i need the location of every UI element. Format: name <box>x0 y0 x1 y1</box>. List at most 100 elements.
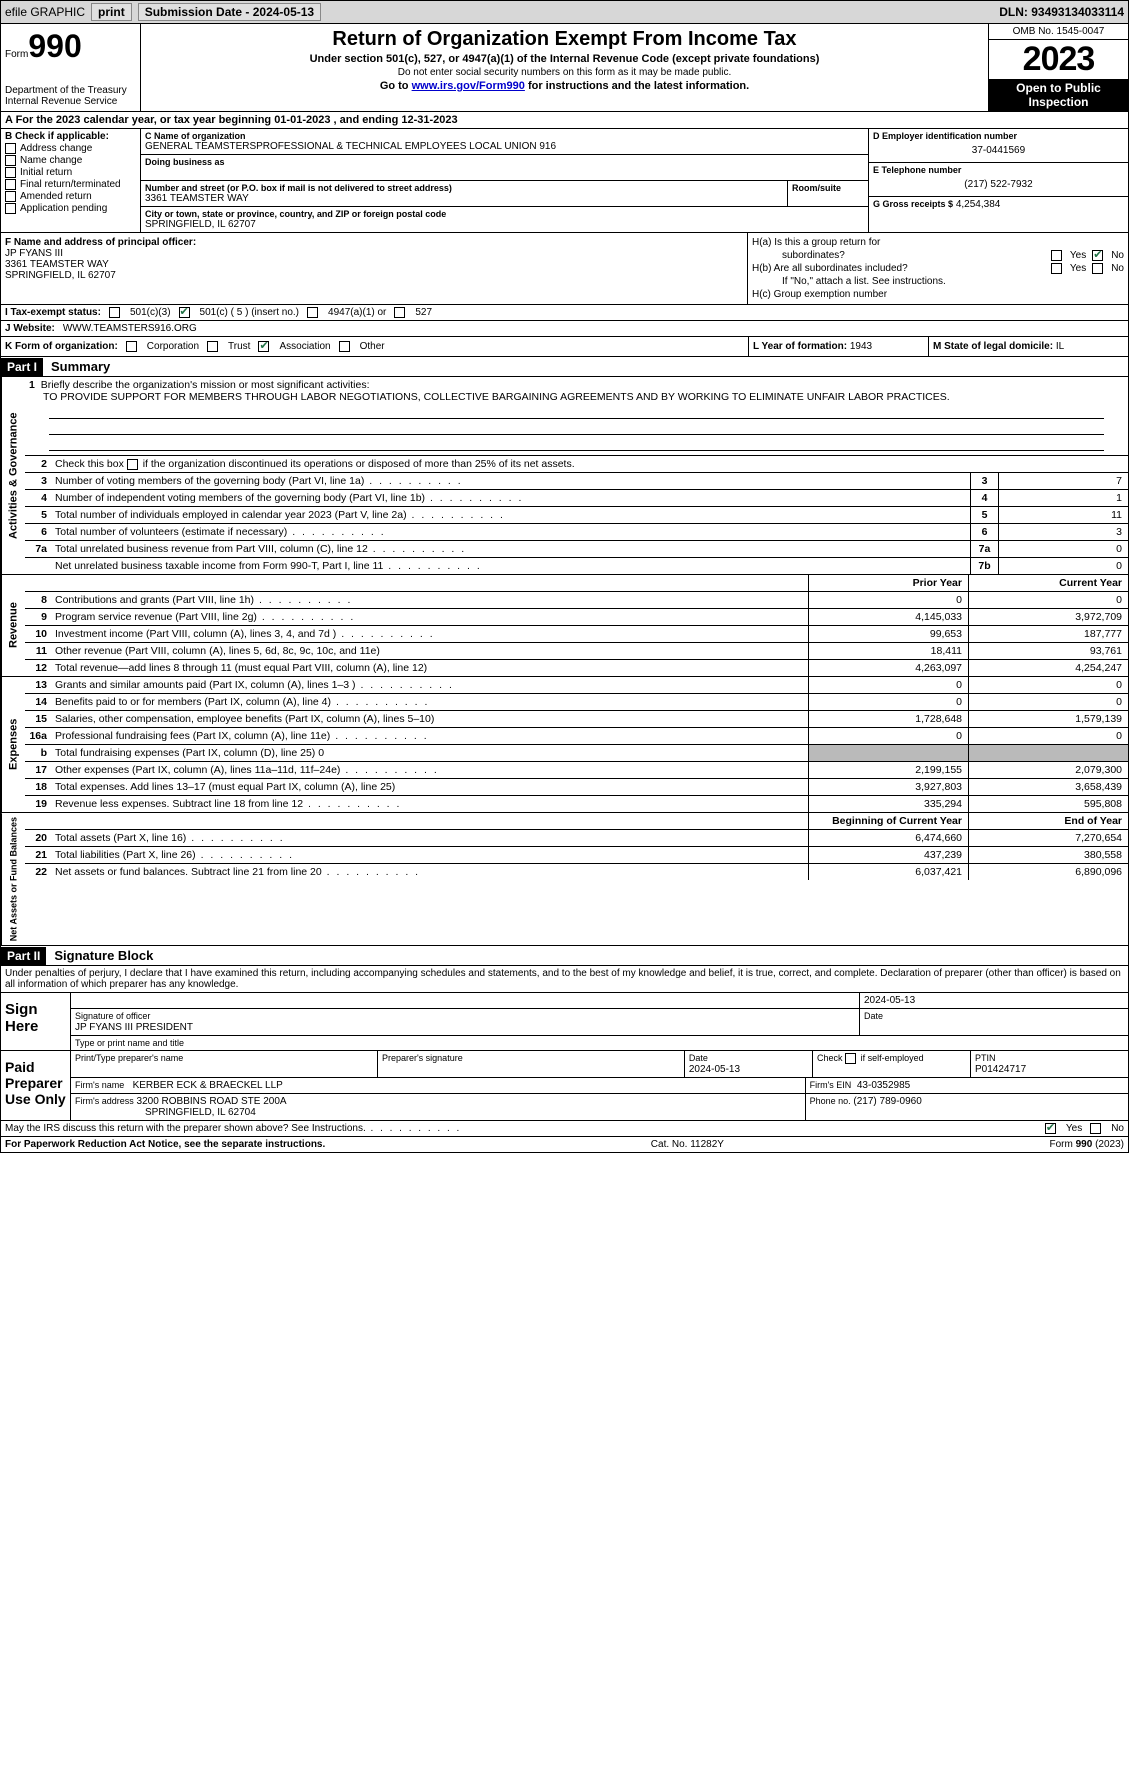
org-address: 3361 TEAMSTER WAY <box>145 193 783 204</box>
section-revenue: Revenue Prior YearCurrent Year 8Contribu… <box>0 575 1129 677</box>
c19: 595,808 <box>968 796 1128 812</box>
v4: 1 <box>998 490 1128 506</box>
hb-no-checkbox[interactable] <box>1092 263 1103 274</box>
ptin-lbl: PTIN <box>975 1053 996 1063</box>
v7a: 0 <box>998 541 1128 557</box>
501c-checkbox[interactable] <box>179 307 190 318</box>
firm-addr-lbl: Firm's address <box>75 1096 134 1106</box>
k-o1: Corporation <box>147 341 199 352</box>
c15: 1,579,139 <box>968 711 1128 727</box>
ha-yes-checkbox[interactable] <box>1051 250 1062 261</box>
addr-lbl: Number and street (or P.O. box if mail i… <box>145 183 783 193</box>
l15: Salaries, other compensation, employee b… <box>51 711 808 727</box>
4947-checkbox[interactable] <box>307 307 318 318</box>
block-b-g: B Check if applicable: Address change Na… <box>0 129 1129 233</box>
org-city: SPRINGFIELD, IL 62707 <box>145 219 864 230</box>
city-lbl: City or town, state or province, country… <box>145 209 864 219</box>
public-inspection: Open to Public Inspection <box>989 79 1128 111</box>
g-lbl: G Gross receipts $ <box>873 199 953 209</box>
discontinued-checkbox[interactable] <box>127 459 138 470</box>
officer-addr: 3361 TEAMSTER WAY <box>5 259 743 270</box>
corporation-checkbox[interactable] <box>126 341 137 352</box>
paid-preparer-block: Paid Preparer Use Only Print/Type prepar… <box>0 1051 1129 1121</box>
v7b: 0 <box>998 558 1128 574</box>
part-ii-label: Part II <box>1 947 46 965</box>
h-end: End of Year <box>968 813 1128 829</box>
blank-line-1 <box>49 405 1104 419</box>
l4: Number of independent voting members of … <box>51 490 970 506</box>
c17: 2,079,300 <box>968 762 1128 778</box>
tab-revenue: Revenue <box>1 575 25 676</box>
amended-return-checkbox[interactable] <box>5 191 16 202</box>
k-o3: Association <box>279 341 330 352</box>
hb-yes-checkbox[interactable] <box>1051 263 1062 274</box>
hc-lbl: H(c) Group exemption number <box>752 289 887 300</box>
association-checkbox[interactable] <box>258 341 269 352</box>
firm-phone: (217) 789-0960 <box>853 1096 921 1107</box>
cat-no: Cat. No. 11282Y <box>651 1139 724 1150</box>
form-title: Return of Organization Exempt From Incom… <box>145 28 984 51</box>
501c3-checkbox[interactable] <box>109 307 120 318</box>
no-1: No <box>1111 250 1124 261</box>
discuss-yes-checkbox[interactable] <box>1045 1123 1056 1134</box>
i-o3: 4947(a)(1) or <box>328 307 386 318</box>
b-opt-3: Final return/terminated <box>20 179 121 190</box>
firm-phone-lbl: Phone no. <box>810 1096 851 1106</box>
sign-here-block: Sign Here 2024-05-13 Signature of office… <box>0 993 1129 1051</box>
goto-post: for instructions and the latest informat… <box>525 80 749 92</box>
date-lbl: Date <box>864 1011 883 1021</box>
b-opt-1: Name change <box>20 155 82 166</box>
m-lbl: M State of legal domicile: <box>933 341 1053 352</box>
trust-checkbox[interactable] <box>207 341 218 352</box>
omb-number: OMB No. 1545-0047 <box>989 24 1128 40</box>
form-subtitle-3: Go to www.irs.gov/Form990 for instructio… <box>145 80 984 92</box>
l7b: Net unrelated business taxable income fr… <box>51 558 970 574</box>
ha-no-checkbox[interactable] <box>1092 250 1103 261</box>
address-change-checkbox[interactable] <box>5 143 16 154</box>
l-lbl: L Year of formation: <box>753 341 847 352</box>
final-return-checkbox[interactable] <box>5 179 16 190</box>
v3: 7 <box>998 473 1128 489</box>
l19: Revenue less expenses. Subtract line 18 … <box>51 796 808 812</box>
h-beg: Beginning of Current Year <box>808 813 968 829</box>
hb-lbl: H(b) Are all subordinates included? <box>752 263 1045 274</box>
l2: Check this box if the organization disco… <box>55 458 575 470</box>
col-de: D Employer identification number37-04415… <box>868 129 1128 232</box>
l6: Total number of volunteers (estimate if … <box>51 524 970 540</box>
col-f: F Name and address of principal officer:… <box>1 233 748 304</box>
v6: 3 <box>998 524 1128 540</box>
c9: 3,972,709 <box>968 609 1128 625</box>
discuss-no-checkbox[interactable] <box>1090 1123 1101 1134</box>
department: Department of the Treasury Internal Reve… <box>5 85 136 107</box>
e20: 7,270,654 <box>968 830 1128 846</box>
f-lbl: F Name and address of principal officer: <box>5 237 743 248</box>
form-label: Form <box>5 49 28 60</box>
application-pending-checkbox[interactable] <box>5 203 16 214</box>
no-3: No <box>1111 1123 1124 1134</box>
firm-lbl: Firm's name <box>75 1080 124 1090</box>
i-lbl: I Tax-exempt status: <box>5 307 101 318</box>
b-opt-4: Amended return <box>20 191 92 202</box>
p11: 18,411 <box>808 643 968 659</box>
self-employed-checkbox[interactable] <box>845 1053 856 1064</box>
name-change-checkbox[interactable] <box>5 155 16 166</box>
initial-return-checkbox[interactable] <box>5 167 16 178</box>
ha-sub: subordinates? <box>752 250 1045 261</box>
e-lbl: E Telephone number <box>873 165 1124 175</box>
row-klm: K Form of organization: Corporation Trus… <box>0 337 1129 357</box>
c-name-lbl: C Name of organization <box>145 131 864 141</box>
gross-receipts: 4,254,384 <box>956 199 1001 210</box>
b-opt-5: Application pending <box>20 203 107 214</box>
print-button[interactable]: print <box>91 3 132 21</box>
firm-ein-lbl: Firm's EIN <box>810 1080 852 1090</box>
other-checkbox[interactable] <box>339 341 350 352</box>
i-o2: 501(c) ( 5 ) (insert no.) <box>200 307 299 318</box>
b-opt-0: Address change <box>20 143 92 154</box>
no-2: No <box>1111 263 1124 274</box>
527-checkbox[interactable] <box>394 307 405 318</box>
c12: 4,254,247 <box>968 660 1128 676</box>
instructions-link[interactable]: www.irs.gov/Form990 <box>412 80 525 92</box>
l8: Contributions and grants (Part VIII, lin… <box>51 592 808 608</box>
c8: 0 <box>968 592 1128 608</box>
l5: Total number of individuals employed in … <box>51 507 970 523</box>
